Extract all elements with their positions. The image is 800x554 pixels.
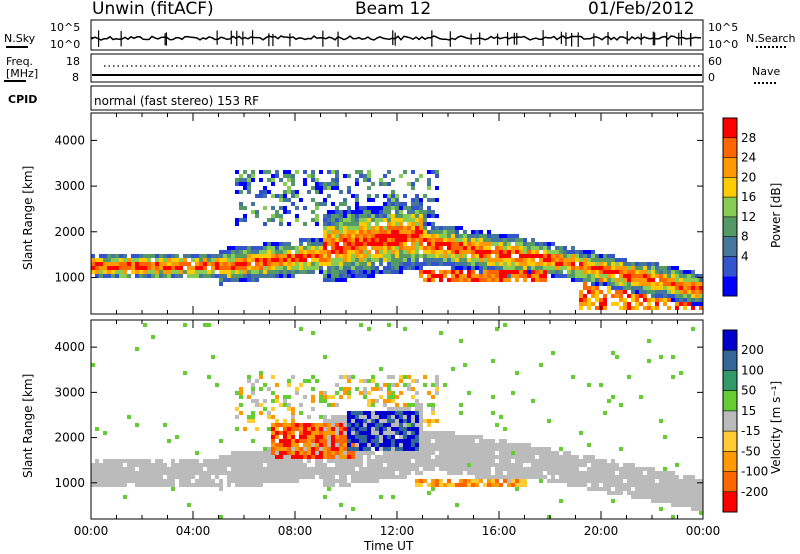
freq-panel-frame — [90, 53, 704, 83]
ytick-label: 2000 — [54, 431, 85, 445]
nsky-legend-line — [6, 46, 28, 48]
xtick-label: 08:00 — [278, 524, 313, 538]
nsearch-tick-low: 10^0 — [708, 38, 739, 51]
xtick-label: 16:00 — [482, 524, 517, 538]
colorbar-cell — [723, 197, 737, 217]
freq-tick-high: 18 — [66, 55, 80, 68]
nsky-tick-low: 10^0 — [50, 38, 81, 51]
nsearch-legend-dots — [756, 46, 786, 48]
colorbar-tick: -200 — [741, 485, 768, 499]
ytick-label: 2000 — [54, 225, 85, 239]
xtick-label: 00:00 — [686, 524, 721, 538]
date-title: 01/Feb/2012 — [588, 0, 695, 19]
ytick-label: 1000 — [54, 270, 85, 284]
cpid-text: normal (fast stereo) 153 RF — [94, 94, 260, 108]
colorbar-cell — [723, 451, 737, 472]
nsky-trace — [91, 30, 701, 47]
ytick-label: 3000 — [54, 179, 85, 193]
nsky-label: N.Sky — [4, 32, 36, 45]
colorbar-cell — [723, 350, 737, 371]
colorbar-cell — [723, 177, 737, 198]
colorbar-tick: 100 — [741, 363, 764, 377]
freq-legend-line — [4, 80, 26, 82]
nsearch-tick-high: 10^5 — [708, 21, 739, 34]
colorbar-tick: 200 — [741, 343, 764, 357]
xtick-label: 20:00 — [584, 524, 619, 538]
colorbar-tick: -50 — [741, 444, 761, 458]
velocity-colorbar: 200 100 50 15 -15 -50 -100 -200 — [722, 329, 768, 513]
freq-unit: [MHz] — [6, 67, 39, 80]
nave-tick-low: 0 — [708, 71, 715, 84]
freq-tick-low: 8 — [72, 71, 79, 84]
nsearch-label: N.Search — [746, 32, 796, 45]
colorbar-cell — [723, 137, 737, 158]
ytick-label: 3000 — [54, 385, 85, 399]
colorbar-cell — [723, 256, 737, 277]
nsky-tick-high: 10^5 — [50, 21, 81, 34]
nave-tick-high: 60 — [708, 55, 722, 68]
xtick-label: 12:00 — [380, 524, 415, 538]
colorbar-tick: 50 — [741, 384, 756, 398]
cpid-label: CPID — [8, 93, 38, 106]
xtick-label: 00:00 — [74, 524, 109, 538]
ytick-label: 4000 — [54, 340, 85, 354]
power-ylabel: Slant Range [km] — [21, 165, 35, 270]
colorbar-tick: 8 — [741, 230, 749, 244]
colorbar-cell — [723, 236, 737, 257]
power-cb-label: Power [dB] — [769, 182, 783, 248]
beam-title: Beam 12 — [355, 0, 432, 19]
colorbar-tick: -100 — [741, 465, 768, 479]
ytick-label: 4000 — [54, 133, 85, 147]
station-title: Unwin (fitACF) — [92, 0, 214, 19]
colorbar-cell — [723, 471, 737, 492]
power-axes: 1000 2000 3000 4000 — [54, 113, 704, 314]
colorbar-cell — [723, 431, 737, 452]
velocity-ylabel: Slant Range [km] — [21, 373, 35, 478]
colorbar-tick: 28 — [741, 131, 756, 145]
colorbar-cell — [723, 330, 737, 351]
colorbar-tick: 4 — [741, 249, 749, 263]
power-heatmap — [91, 170, 703, 310]
nave-label: Nave — [752, 65, 781, 78]
colorbar-cell — [723, 216, 737, 237]
colorbar-tick: 16 — [741, 190, 756, 204]
colorbar-tick: 20 — [741, 170, 756, 184]
velocity-cb-label: Velocity [m s⁻¹] — [769, 380, 783, 474]
nave-legend-dots — [754, 82, 776, 84]
colorbar-tick: -15 — [741, 424, 761, 438]
colorbar-tick: 15 — [741, 404, 756, 418]
ytick-label: 1000 — [54, 476, 85, 490]
colorbar-cell — [723, 410, 737, 432]
freq-trace — [92, 65, 702, 76]
nsky-panel-frame — [90, 19, 704, 51]
colorbar-cell — [723, 118, 737, 138]
colorbar-cell — [723, 276, 737, 296]
colorbar-tick: 12 — [741, 210, 756, 224]
velocity-axes: 1000 2000 3000 4000 00:00 04:00 08:00 12:00 16:0… — [54, 320, 720, 538]
x-axis-label: Time UT — [364, 539, 414, 553]
colorbar-cell — [723, 491, 737, 512]
colorbar-tick: 24 — [741, 151, 756, 165]
colorbar-cell — [723, 390, 737, 411]
xtick-label: 04:00 — [176, 524, 211, 538]
cpid-panel-frame — [90, 85, 704, 111]
colorbar-cell — [723, 370, 737, 391]
freq-label: Freq. — [6, 55, 34, 68]
velocity-heatmap — [91, 323, 703, 519]
colorbar-cell — [723, 157, 737, 178]
power-colorbar: 28 24 20 16 12 8 4 — [722, 117, 756, 297]
